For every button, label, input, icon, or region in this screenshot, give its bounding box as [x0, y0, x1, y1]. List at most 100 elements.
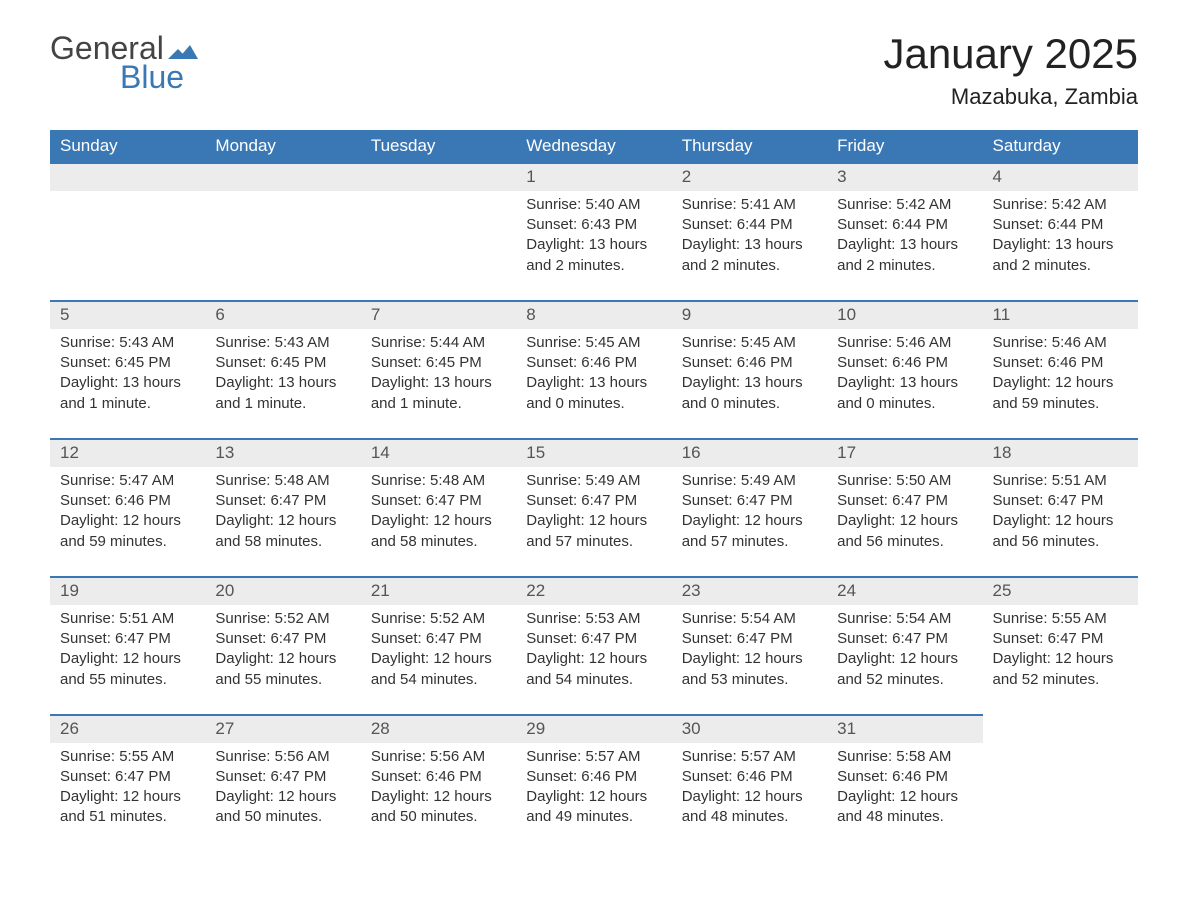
sunset-text: Sunset: 6:47 PM — [682, 491, 817, 511]
weekday-header: Wednesday — [516, 130, 671, 163]
day-number: 25 — [983, 578, 1138, 605]
sunset-text: Sunset: 6:47 PM — [993, 491, 1128, 511]
sunrise-text: Sunrise: 5:51 AM — [60, 609, 195, 629]
calendar-cell: 21Sunrise: 5:52 AMSunset: 6:47 PMDayligh… — [361, 577, 516, 715]
day-number: 8 — [516, 302, 671, 329]
daylight-text: Daylight: 12 hours and 59 minutes. — [60, 511, 195, 552]
day-number: 21 — [361, 578, 516, 605]
daylight-text: Daylight: 12 hours and 56 minutes. — [993, 511, 1128, 552]
sunset-text: Sunset: 6:47 PM — [215, 491, 350, 511]
daylight-text: Daylight: 12 hours and 52 minutes. — [993, 649, 1128, 690]
calendar-week: 26Sunrise: 5:55 AMSunset: 6:47 PMDayligh… — [50, 715, 1138, 852]
calendar-week: 5Sunrise: 5:43 AMSunset: 6:45 PMDaylight… — [50, 301, 1138, 439]
day-number: 5 — [50, 302, 205, 329]
day-number: 14 — [361, 440, 516, 467]
sunrise-text: Sunrise: 5:52 AM — [371, 609, 506, 629]
sunrise-text: Sunrise: 5:48 AM — [371, 471, 506, 491]
sunset-text: Sunset: 6:46 PM — [837, 767, 972, 787]
sunrise-text: Sunrise: 5:46 AM — [993, 333, 1128, 353]
sunset-text: Sunset: 6:46 PM — [682, 767, 817, 787]
logo: General Blue — [50, 30, 198, 96]
daylight-text: Daylight: 12 hours and 55 minutes. — [215, 649, 350, 690]
daylight-text: Daylight: 12 hours and 51 minutes. — [60, 787, 195, 828]
sunrise-text: Sunrise: 5:54 AM — [682, 609, 817, 629]
calendar-cell: 18Sunrise: 5:51 AMSunset: 6:47 PMDayligh… — [983, 439, 1138, 577]
sunset-text: Sunset: 6:44 PM — [837, 215, 972, 235]
daylight-text: Daylight: 12 hours and 54 minutes. — [371, 649, 506, 690]
day-number: 6 — [205, 302, 360, 329]
location-label: Mazabuka, Zambia — [883, 84, 1138, 110]
sunrise-text: Sunrise: 5:46 AM — [837, 333, 972, 353]
day-number-blank — [205, 164, 360, 191]
sunset-text: Sunset: 6:46 PM — [371, 767, 506, 787]
day-number: 11 — [983, 302, 1138, 329]
sunset-text: Sunset: 6:47 PM — [837, 629, 972, 649]
daylight-text: Daylight: 12 hours and 53 minutes. — [682, 649, 817, 690]
daylight-text: Daylight: 12 hours and 52 minutes. — [837, 649, 972, 690]
day-number: 10 — [827, 302, 982, 329]
day-number: 16 — [672, 440, 827, 467]
sunset-text: Sunset: 6:44 PM — [993, 215, 1128, 235]
sunset-text: Sunset: 6:47 PM — [215, 629, 350, 649]
weekday-header: Thursday — [672, 130, 827, 163]
day-number-blank — [50, 164, 205, 191]
sunrise-text: Sunrise: 5:42 AM — [993, 195, 1128, 215]
calendar-cell: 14Sunrise: 5:48 AMSunset: 6:47 PMDayligh… — [361, 439, 516, 577]
calendar-cell: 13Sunrise: 5:48 AMSunset: 6:47 PMDayligh… — [205, 439, 360, 577]
month-title: January 2025 — [883, 30, 1138, 78]
calendar-week: 12Sunrise: 5:47 AMSunset: 6:46 PMDayligh… — [50, 439, 1138, 577]
calendar-cell: 11Sunrise: 5:46 AMSunset: 6:46 PMDayligh… — [983, 301, 1138, 439]
calendar-body: 1Sunrise: 5:40 AMSunset: 6:43 PMDaylight… — [50, 163, 1138, 852]
calendar-cell — [205, 163, 360, 301]
sunrise-text: Sunrise: 5:55 AM — [993, 609, 1128, 629]
day-number: 2 — [672, 164, 827, 191]
sunset-text: Sunset: 6:47 PM — [215, 767, 350, 787]
day-number: 19 — [50, 578, 205, 605]
sunset-text: Sunset: 6:43 PM — [526, 215, 661, 235]
calendar-cell: 30Sunrise: 5:57 AMSunset: 6:46 PMDayligh… — [672, 715, 827, 852]
sunset-text: Sunset: 6:45 PM — [215, 353, 350, 373]
calendar-cell: 6 Sunrise: 5:43 AMSunset: 6:45 PMDaylight… — [205, 301, 360, 439]
daylight-text: Daylight: 13 hours and 1 minute. — [60, 373, 195, 414]
daylight-text: Daylight: 13 hours and 2 minutes. — [682, 235, 817, 276]
sunrise-text: Sunrise: 5:57 AM — [682, 747, 817, 767]
daylight-text: Daylight: 12 hours and 50 minutes. — [371, 787, 506, 828]
sunset-text: Sunset: 6:47 PM — [60, 629, 195, 649]
day-number: 24 — [827, 578, 982, 605]
sunset-text: Sunset: 6:45 PM — [371, 353, 506, 373]
daylight-text: Daylight: 13 hours and 2 minutes. — [993, 235, 1128, 276]
calendar-week: 1Sunrise: 5:40 AMSunset: 6:43 PMDaylight… — [50, 163, 1138, 301]
daylight-text: Daylight: 12 hours and 56 minutes. — [837, 511, 972, 552]
day-number: 28 — [361, 716, 516, 743]
calendar-cell — [983, 715, 1138, 852]
page-header: General Blue January 2025 Mazabuka, Zamb… — [50, 30, 1138, 110]
sunrise-text: Sunrise: 5:52 AM — [215, 609, 350, 629]
day-number: 29 — [516, 716, 671, 743]
weekday-header: Sunday — [50, 130, 205, 163]
calendar-cell: 4Sunrise: 5:42 AMSunset: 6:44 PMDaylight… — [983, 163, 1138, 301]
day-number: 15 — [516, 440, 671, 467]
calendar-cell: 20Sunrise: 5:52 AMSunset: 6:47 PMDayligh… — [205, 577, 360, 715]
calendar-cell: 1Sunrise: 5:40 AMSunset: 6:43 PMDaylight… — [516, 163, 671, 301]
sunrise-text: Sunrise: 5:50 AM — [837, 471, 972, 491]
calendar-cell: 22Sunrise: 5:53 AMSunset: 6:47 PMDayligh… — [516, 577, 671, 715]
calendar-cell: 23Sunrise: 5:54 AMSunset: 6:47 PMDayligh… — [672, 577, 827, 715]
sunset-text: Sunset: 6:46 PM — [993, 353, 1128, 373]
calendar-cell: 27Sunrise: 5:56 AMSunset: 6:47 PMDayligh… — [205, 715, 360, 852]
weekday-header: Saturday — [983, 130, 1138, 163]
sunset-text: Sunset: 6:45 PM — [60, 353, 195, 373]
daylight-text: Daylight: 13 hours and 0 minutes. — [526, 373, 661, 414]
sunset-text: Sunset: 6:47 PM — [837, 491, 972, 511]
day-number: 23 — [672, 578, 827, 605]
calendar-cell: 9Sunrise: 5:45 AMSunset: 6:46 PMDaylight… — [672, 301, 827, 439]
sunrise-text: Sunrise: 5:53 AM — [526, 609, 661, 629]
sunrise-text: Sunrise: 5:45 AM — [526, 333, 661, 353]
sunrise-text: Sunrise: 5:44 AM — [371, 333, 506, 353]
daylight-text: Daylight: 13 hours and 1 minute. — [215, 373, 350, 414]
daylight-text: Daylight: 13 hours and 1 minute. — [371, 373, 506, 414]
sunrise-text: Sunrise: 5:43 AM — [60, 333, 195, 353]
sunset-text: Sunset: 6:46 PM — [837, 353, 972, 373]
day-number: 9 — [672, 302, 827, 329]
sunrise-text: Sunrise: 5:43 AM — [215, 333, 350, 353]
day-number: 1 — [516, 164, 671, 191]
